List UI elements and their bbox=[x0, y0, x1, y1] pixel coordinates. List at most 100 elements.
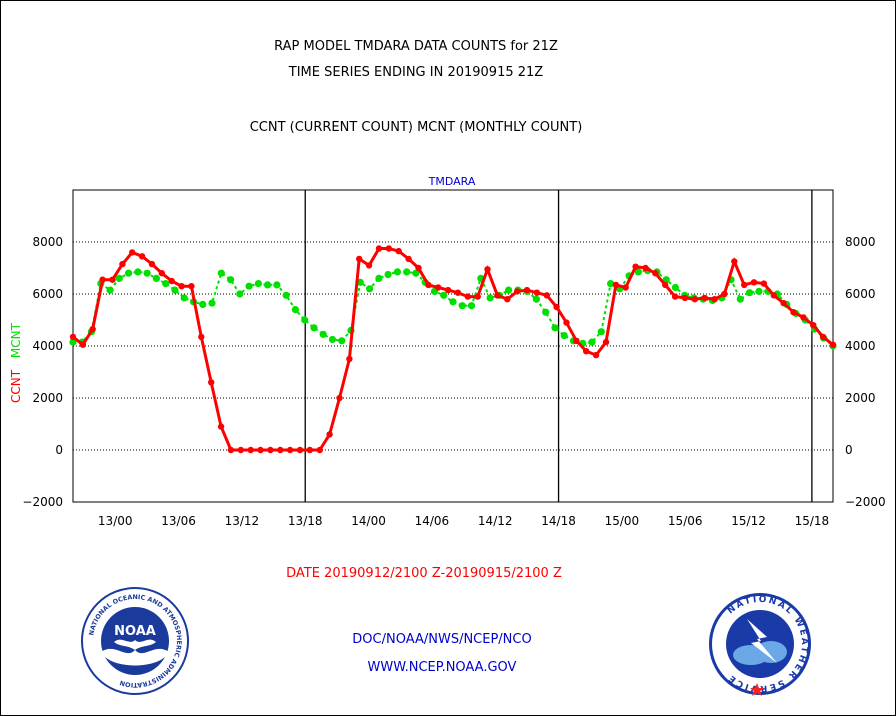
data-point-ccnt bbox=[425, 281, 432, 289]
data-point-ccnt bbox=[750, 279, 758, 286]
data-point-ccnt bbox=[435, 284, 442, 291]
data-point-ccnt bbox=[514, 288, 521, 295]
x-tick-label: 13/06 bbox=[161, 514, 196, 528]
data-point-mcnt bbox=[467, 302, 476, 310]
data-point-mcnt bbox=[486, 294, 494, 302]
y-tick-label-right: 6000 bbox=[845, 287, 876, 301]
svg-text:CCNT MCNT: CCNT MCNT bbox=[9, 322, 23, 403]
data-point-ccnt bbox=[365, 262, 373, 269]
x-tick-label: 14/12 bbox=[478, 514, 513, 528]
data-point-ccnt bbox=[109, 276, 116, 283]
x-tick-label: 15/06 bbox=[668, 514, 703, 528]
data-point-mcnt bbox=[282, 291, 290, 299]
data-point-mcnt bbox=[505, 286, 513, 294]
data-point-ccnt bbox=[129, 249, 136, 256]
data-point-ccnt bbox=[622, 284, 629, 291]
data-point-mcnt bbox=[171, 286, 179, 294]
website-credit: WWW.NCEP.NOAA.GOV bbox=[367, 660, 517, 675]
series-mcnt bbox=[69, 267, 837, 350]
data-point-ccnt bbox=[691, 296, 698, 303]
y-tick-labels: −2000 −2000 0 0 2000 2000 4000 4000 6000 6000 8000… bbox=[22, 235, 885, 509]
data-point-ccnt bbox=[454, 289, 462, 296]
data-point-ccnt bbox=[257, 446, 264, 454]
data-point-ccnt bbox=[405, 255, 412, 263]
data-point-mcnt bbox=[736, 295, 744, 303]
y-axis-label-ccnt: CCNT bbox=[9, 369, 23, 403]
data-point-ccnt bbox=[178, 283, 185, 290]
data-point-mcnt bbox=[162, 280, 170, 288]
data-point-mcnt bbox=[217, 269, 225, 277]
data-point-mcnt bbox=[607, 280, 615, 288]
data-point-mcnt bbox=[458, 302, 466, 310]
data-point-ccnt bbox=[69, 333, 77, 341]
data-point-ccnt bbox=[612, 281, 620, 289]
y-tick-label-right: 2000 bbox=[845, 391, 876, 405]
nws-logo: NATIONAL WEATHER SERVICE bbox=[709, 593, 811, 696]
data-point-ccnt bbox=[208, 379, 215, 386]
day-divider-layer bbox=[304, 190, 813, 502]
data-point-mcnt bbox=[291, 306, 299, 314]
data-point-ccnt bbox=[277, 446, 284, 454]
grid-layer bbox=[73, 241, 833, 451]
data-point-ccnt bbox=[662, 281, 669, 289]
data-point-ccnt bbox=[346, 355, 353, 363]
data-point-mcnt bbox=[245, 282, 253, 290]
data-point-mcnt bbox=[199, 300, 207, 308]
data-point-mcnt bbox=[366, 285, 374, 293]
data-point-ccnt bbox=[119, 260, 126, 268]
data-point-mcnt bbox=[671, 283, 680, 292]
data-point-ccnt bbox=[356, 255, 363, 263]
data-point-mcnt bbox=[560, 332, 568, 340]
y-tick-label-right: 0 bbox=[845, 443, 853, 457]
panel-title: TMDARA bbox=[428, 175, 476, 188]
data-point-ccnt bbox=[553, 303, 560, 311]
data-point-mcnt bbox=[125, 269, 133, 277]
data-point-mcnt bbox=[254, 280, 262, 288]
data-point-ccnt bbox=[395, 247, 402, 255]
data-point-mcnt bbox=[746, 289, 754, 297]
data-point-mcnt bbox=[264, 281, 272, 289]
data-point-ccnt bbox=[247, 446, 254, 454]
data-point-ccnt bbox=[810, 322, 817, 329]
y-tick-label-left: 6000 bbox=[32, 287, 63, 301]
data-point-ccnt bbox=[632, 263, 639, 270]
data-point-ccnt bbox=[494, 292, 501, 299]
chart-subtitle: CCNT (CURRENT COUNT) MCNT (MONTHLY COUNT… bbox=[249, 120, 583, 135]
data-point-ccnt bbox=[800, 314, 807, 321]
data-point-mcnt bbox=[634, 268, 643, 276]
data-point-ccnt bbox=[780, 299, 787, 307]
series-ccnt bbox=[69, 245, 837, 454]
noaa-logo: NATIONAL OCEANIC AND ATMOSPHERIC ADMINIS… bbox=[81, 587, 189, 695]
data-point-ccnt bbox=[79, 341, 87, 348]
x-tick-label: 13/12 bbox=[225, 514, 260, 528]
data-point-mcnt bbox=[338, 337, 346, 345]
data-point-ccnt bbox=[464, 293, 471, 300]
series-line-ccnt bbox=[72, 247, 834, 452]
data-point-mcnt bbox=[236, 290, 244, 298]
data-point-mcnt bbox=[180, 294, 188, 302]
data-point-ccnt bbox=[188, 283, 195, 290]
series-layer bbox=[69, 245, 837, 454]
data-point-ccnt bbox=[138, 253, 146, 260]
data-point-ccnt bbox=[790, 309, 797, 316]
data-point-ccnt bbox=[671, 293, 679, 300]
data-point-mcnt bbox=[662, 276, 670, 284]
data-point-mcnt bbox=[588, 338, 596, 346]
data-point-ccnt bbox=[316, 446, 323, 454]
data-point-ccnt bbox=[336, 394, 343, 402]
y-axis-label: CCNT MCNT bbox=[9, 322, 23, 403]
x-tick-label: 13/18 bbox=[288, 514, 323, 528]
data-point-ccnt bbox=[99, 276, 106, 283]
x-tick-label: 14/18 bbox=[541, 514, 576, 528]
data-point-ccnt bbox=[474, 293, 481, 300]
data-point-ccnt bbox=[731, 258, 738, 265]
data-point-ccnt bbox=[642, 264, 649, 272]
series-line-mcnt bbox=[73, 269, 834, 347]
data-point-ccnt bbox=[573, 337, 580, 344]
data-point-mcnt bbox=[152, 274, 160, 282]
date-range-label: DATE 20190912/2100 Z-20190915/2100 Z bbox=[286, 566, 562, 581]
data-point-ccnt bbox=[296, 446, 304, 454]
x-tick-labels: 13/00 13/06 13/12 13/18 14/00 14/06 14/12 14/18… bbox=[98, 514, 829, 528]
data-point-ccnt bbox=[217, 423, 225, 430]
data-point-mcnt bbox=[542, 308, 550, 316]
